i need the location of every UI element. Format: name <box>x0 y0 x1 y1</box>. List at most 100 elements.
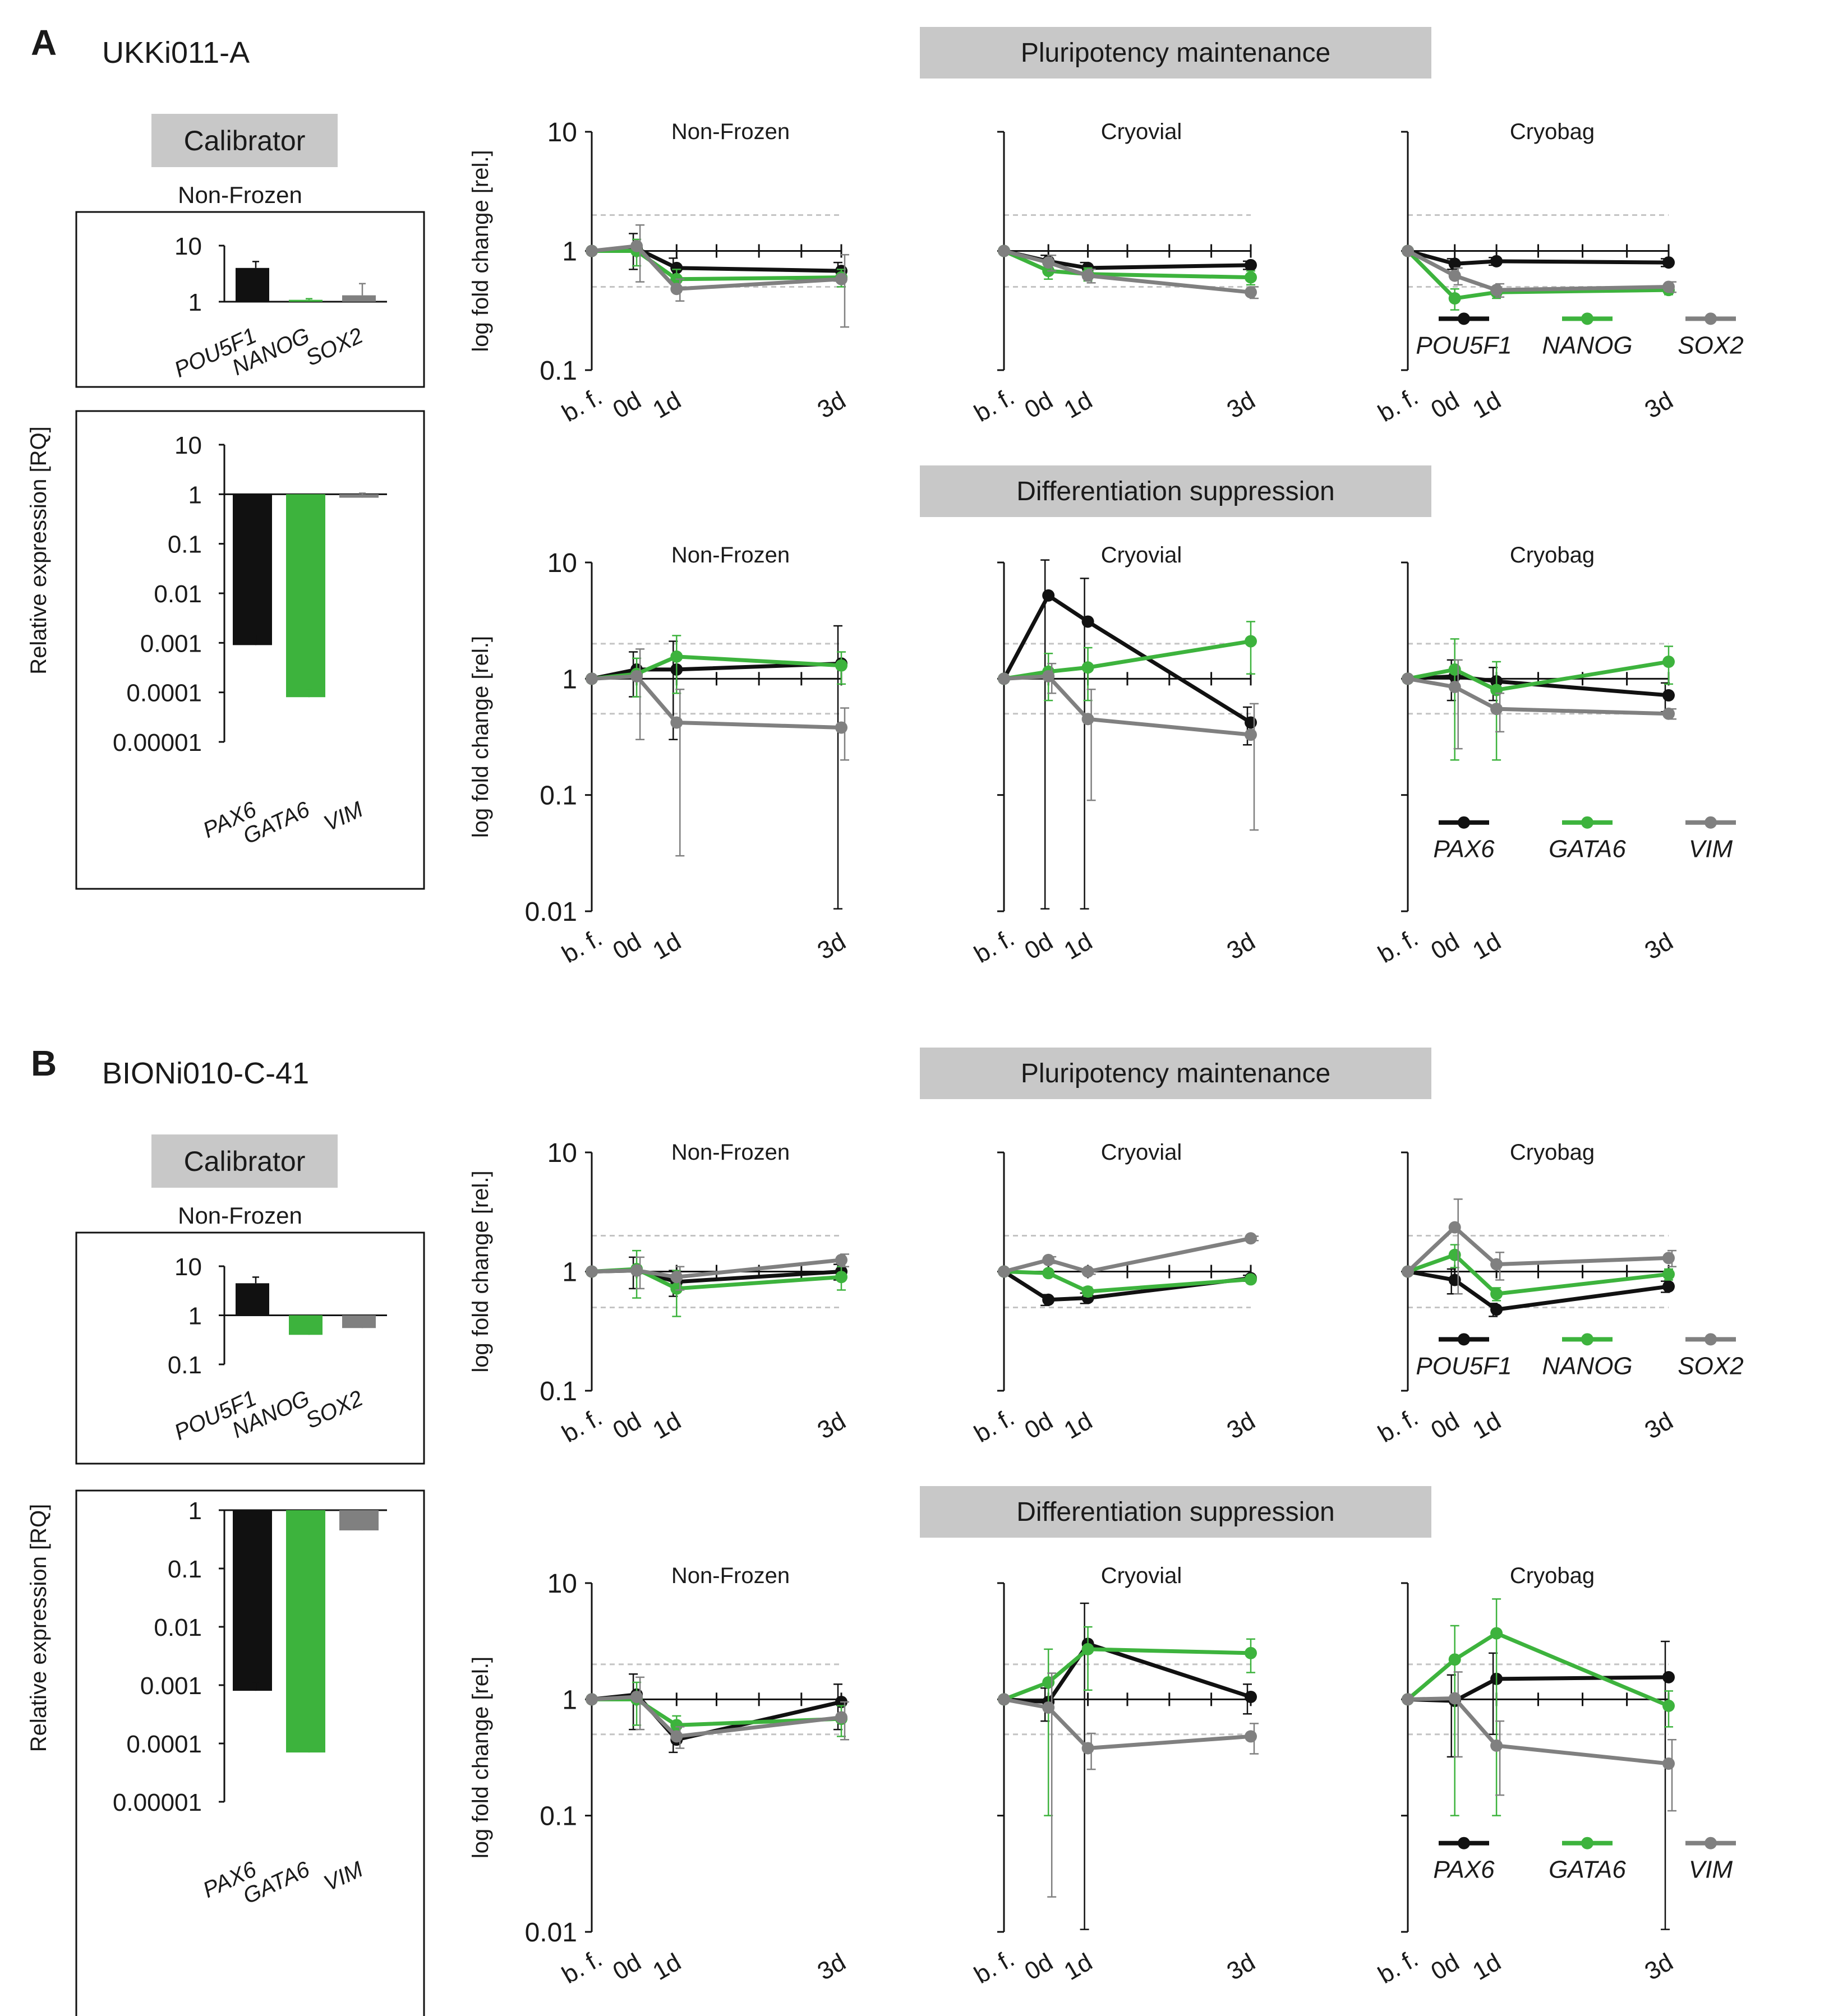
y-axis-label: log fold change [rel.] <box>468 1657 493 1858</box>
x-tick-label: 1d <box>1060 1407 1097 1445</box>
data-point <box>1490 703 1503 716</box>
legend-label: VIM <box>1689 836 1733 863</box>
series-line <box>1003 1697 1251 1750</box>
series-line <box>1406 250 1669 301</box>
series-line <box>591 661 842 681</box>
calibrator-frame <box>75 211 425 388</box>
data-point <box>630 1264 643 1277</box>
chart-title: Non-Frozen <box>671 119 790 144</box>
series-sox2 <box>586 1253 849 1291</box>
data-point <box>1662 1252 1675 1265</box>
y-tick-label: 0.0001 <box>126 680 202 707</box>
data-point <box>586 244 598 257</box>
data-point <box>670 716 683 729</box>
data-point <box>1245 271 1257 284</box>
x-tick-label: 1d <box>648 928 686 965</box>
calibrator-label: Calibrator <box>184 1146 306 1177</box>
data-point <box>835 721 847 734</box>
bar <box>236 267 269 302</box>
legend-label: NANOG <box>1542 1352 1632 1380</box>
x-tick-label: b. f. <box>558 1404 607 1448</box>
chart-title: Non-Frozen <box>671 543 790 568</box>
data-point <box>586 672 598 685</box>
data-point <box>670 283 683 296</box>
section-label: Pluripotency maintenance <box>1021 38 1330 68</box>
data-point <box>1081 1285 1094 1298</box>
data-point <box>835 273 847 285</box>
series-pax6 <box>998 559 1257 910</box>
series-line <box>1003 639 1251 681</box>
data-point <box>1245 259 1257 271</box>
series-line <box>1003 1236 1251 1274</box>
data-point <box>1448 680 1461 693</box>
series-line <box>1003 1647 1251 1701</box>
x-tick-label: 3d <box>1640 386 1678 424</box>
chart-title: Cryobag <box>1510 1140 1595 1165</box>
x-tick-label: SOX2 <box>302 323 366 371</box>
calibrator-title: Non-Frozen <box>178 1202 302 1229</box>
y-tick-label: 0.1 <box>168 1556 202 1583</box>
y-tick-label: 0.001 <box>140 1672 202 1700</box>
series-vim <box>1402 659 1676 750</box>
x-tick-label: 1d <box>648 386 686 424</box>
y-axis-label: log fold change [rel.] <box>468 150 493 352</box>
x-tick-label: 1d <box>1060 386 1097 424</box>
x-tick-label: 1d <box>1060 928 1097 965</box>
data-point <box>998 1693 1010 1706</box>
section-label-box <box>920 1048 1431 1099</box>
chart-title: Cryobag <box>1510 543 1595 568</box>
x-tick-label: 0d <box>1426 1948 1464 1986</box>
data-point <box>1662 707 1675 720</box>
data-point <box>1448 663 1461 676</box>
x-tick-label: 3d <box>1640 1407 1678 1445</box>
data-point <box>1245 1273 1257 1286</box>
series-line <box>1003 249 1251 280</box>
calibrator-box <box>151 114 338 167</box>
data-point <box>630 1690 643 1703</box>
legend-label: POU5F1 <box>1416 331 1512 359</box>
legend-marker <box>1581 1837 1593 1849</box>
legend-label: GATA6 <box>1549 836 1626 863</box>
data-point <box>998 244 1010 257</box>
x-tick-label: b. f. <box>970 383 1019 427</box>
data-point <box>1490 1303 1503 1316</box>
data-point <box>1402 1265 1414 1278</box>
data-point <box>1662 256 1675 269</box>
series-vim <box>1402 1671 1676 1812</box>
x-tick-label: 3d <box>813 928 850 965</box>
bar <box>342 1315 376 1328</box>
x-tick-label: b. f. <box>1374 1404 1423 1448</box>
y-tick-label: 0.01 <box>154 580 202 608</box>
data-point <box>1448 1248 1461 1261</box>
data-point <box>1662 1757 1675 1770</box>
data-point <box>835 1253 847 1266</box>
data-point <box>670 650 683 663</box>
y-tick-label: 1 <box>562 1258 577 1288</box>
x-tick-label: 0d <box>1426 928 1464 965</box>
data-point <box>1042 256 1055 269</box>
calibrator-y-label: Relative expression [RQ] <box>26 1504 51 1752</box>
data-point <box>1245 728 1257 741</box>
data-point <box>1081 615 1094 628</box>
series-line <box>1003 1270 1251 1302</box>
series-sox2 <box>1402 244 1676 298</box>
data-point <box>1042 670 1055 682</box>
line-chart-a-diff-1: Cryovial b. f. 0d 1d 3d <box>970 543 1260 968</box>
data-point <box>1245 1646 1257 1659</box>
y-tick-label: 1 <box>188 289 202 316</box>
series-nanog <box>586 1249 847 1317</box>
x-tick-label: 1d <box>1468 928 1505 965</box>
bar <box>233 494 272 645</box>
x-tick-label: 3d <box>1640 1948 1678 1986</box>
line-chart-a-pluri-2: Cryobag b. f. 0d 1d 3d POU5F1 NANOG SOX2 <box>1374 119 1744 427</box>
data-point <box>1081 661 1094 674</box>
data-point <box>835 1711 847 1724</box>
legend-label: SOX2 <box>1678 1352 1743 1380</box>
calibrator-b: Calibrator Non-Frozen Relative expression … <box>26 1134 425 2016</box>
x-tick-label: 1d <box>1060 1948 1097 1986</box>
legend-label: VIM <box>1689 1856 1733 1884</box>
data-point <box>1245 1232 1257 1245</box>
x-tick-label: b. f. <box>558 924 607 968</box>
x-tick-label: b. f. <box>558 383 607 427</box>
